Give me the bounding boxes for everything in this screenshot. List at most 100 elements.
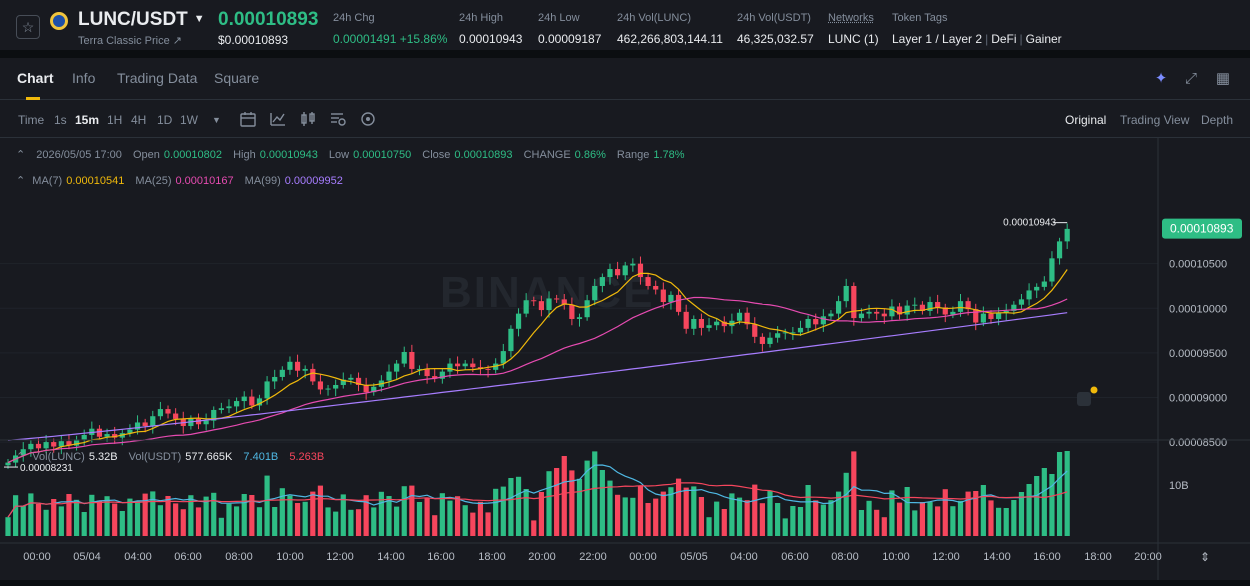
candle-body	[691, 318, 697, 329]
tab-trading-data[interactable]: Trading Data	[117, 70, 198, 86]
candle-body	[858, 313, 865, 319]
volume-bar	[919, 502, 925, 536]
time-axis-label: 22:00	[579, 551, 607, 563]
candle-body	[660, 289, 666, 303]
candle-body	[127, 429, 133, 434]
expand-icon[interactable]: ⤢	[1184, 70, 1197, 87]
settings-list-icon[interactable]	[329, 110, 347, 128]
high-value: 0.00010943	[259, 149, 318, 161]
favorite-star-icon[interactable]: ☆	[16, 15, 40, 39]
volume-bar	[142, 493, 148, 536]
candle-body	[1034, 286, 1040, 291]
volume-bar	[569, 470, 575, 536]
volume-bar	[13, 495, 19, 536]
tag-gainer[interactable]: Gainer	[1025, 32, 1062, 46]
candle-body	[500, 351, 506, 364]
stat-value: 0.00010943	[459, 32, 523, 46]
collapse-icon[interactable]: ⌃	[16, 451, 26, 463]
range-value: 1.78%	[653, 149, 685, 161]
tab-chart[interactable]: Chart	[17, 70, 54, 86]
candle-body	[790, 332, 796, 334]
stat-networks[interactable]: Networks LUNC (1)	[828, 12, 879, 46]
stat-24h-high: 24h High 0.00010943	[459, 12, 522, 46]
low-label: Low	[328, 149, 350, 161]
volume-bar	[866, 500, 872, 536]
candle-body	[683, 311, 689, 329]
candlestick-chart[interactable]: BINANCE 0.00010500 0.00010000 0.00009500 0.…	[0, 138, 1250, 580]
tag-layer[interactable]: Layer 1 / Layer 2	[892, 32, 983, 46]
tab-square[interactable]: Square	[214, 70, 260, 86]
volume-bar	[805, 485, 811, 536]
timeframe-1d[interactable]: 1D	[157, 113, 173, 127]
candle-body	[874, 311, 880, 314]
volume-bar	[134, 501, 141, 536]
volume-bar	[66, 494, 72, 536]
volume-bar	[515, 476, 522, 536]
volume-bar	[851, 451, 857, 536]
candle-body	[218, 408, 224, 410]
candle-body	[805, 318, 811, 328]
volume-bar	[409, 485, 415, 536]
candle-body	[310, 368, 316, 382]
candle-body	[973, 309, 979, 323]
volume-bar	[584, 460, 590, 536]
volume-bar	[752, 484, 758, 536]
volume-bar	[668, 487, 674, 536]
candle-body	[851, 285, 857, 319]
timeframe-more-chevron-icon[interactable]: ▼	[212, 115, 221, 125]
ai-sparkle-icon[interactable]: ✦	[1154, 70, 1168, 87]
tag-defi[interactable]: DeFi	[991, 32, 1017, 46]
volume-bar	[234, 506, 240, 536]
candle-body	[1018, 299, 1025, 305]
candle-body	[439, 371, 445, 379]
volume-bar	[325, 507, 331, 536]
timeframe-15m[interactable]: 15m	[75, 113, 100, 127]
candle-body	[714, 321, 720, 326]
layout-grid-icon[interactable]: ▦	[1215, 70, 1231, 87]
volume-bar	[615, 494, 621, 536]
view-depth[interactable]: Depth	[1201, 113, 1234, 127]
chart-canvas[interactable]: 0.00010500 0.00010000 0.00009500 0.00009000…	[0, 138, 1250, 580]
volume-bar	[767, 490, 773, 536]
pair-selector[interactable]: LUNC/USDT ▼	[78, 9, 205, 31]
tab-info[interactable]: Info	[72, 70, 96, 86]
candle-style-icon[interactable]	[299, 110, 317, 128]
ma25-label: MA(25)	[135, 175, 172, 187]
timeframe-time[interactable]: Time	[18, 113, 45, 127]
view-trading-view[interactable]: Trading View	[1120, 113, 1190, 127]
vol-ma2-value: 5.263B	[289, 451, 325, 463]
timeframe-1w[interactable]: 1W	[180, 113, 198, 127]
ticker-header: ☆ LUNC/USDT ▼ Terra Classic Price ↗ 0.000…	[0, 0, 1250, 54]
ma25-value: 0.00010167	[175, 175, 234, 187]
candle-body	[5, 462, 11, 466]
calendar-icon[interactable]	[239, 110, 257, 128]
candle-body	[226, 406, 232, 409]
target-icon[interactable]	[359, 110, 377, 128]
view-original[interactable]: Original	[1065, 113, 1107, 127]
collapse-icon[interactable]: ⌃	[16, 175, 26, 187]
volume-bar	[965, 491, 971, 536]
volume-bar	[1034, 476, 1040, 536]
time-axis-label: 12:00	[326, 551, 354, 563]
candle-body	[432, 376, 438, 379]
stat-24h-change: 24h Chg 0.00001491 +15.86%	[333, 12, 447, 46]
candle-body	[386, 371, 392, 381]
volume-bar	[813, 500, 819, 536]
candle-body	[630, 263, 636, 266]
volume-bar	[797, 507, 804, 536]
candle-body	[767, 337, 773, 344]
timeframe-4h[interactable]: 4H	[131, 113, 147, 127]
candle-body	[912, 304, 918, 306]
coin-price-link[interactable]: Terra Classic Price ↗	[78, 35, 182, 47]
volume-bar	[218, 517, 224, 536]
change-label: CHANGE	[523, 149, 571, 161]
timeframe-1s[interactable]: 1s	[54, 113, 67, 127]
volume-bar	[447, 500, 453, 536]
timeframe-1h[interactable]: 1H	[107, 113, 123, 127]
volume-bar	[28, 493, 34, 536]
collapse-icon[interactable]: ⌃	[16, 149, 26, 161]
candle-body	[698, 318, 705, 328]
indicator-icon[interactable]	[269, 110, 287, 128]
stat-24h-low: 24h Low 0.00009187	[538, 12, 601, 46]
candle-body	[317, 381, 324, 390]
